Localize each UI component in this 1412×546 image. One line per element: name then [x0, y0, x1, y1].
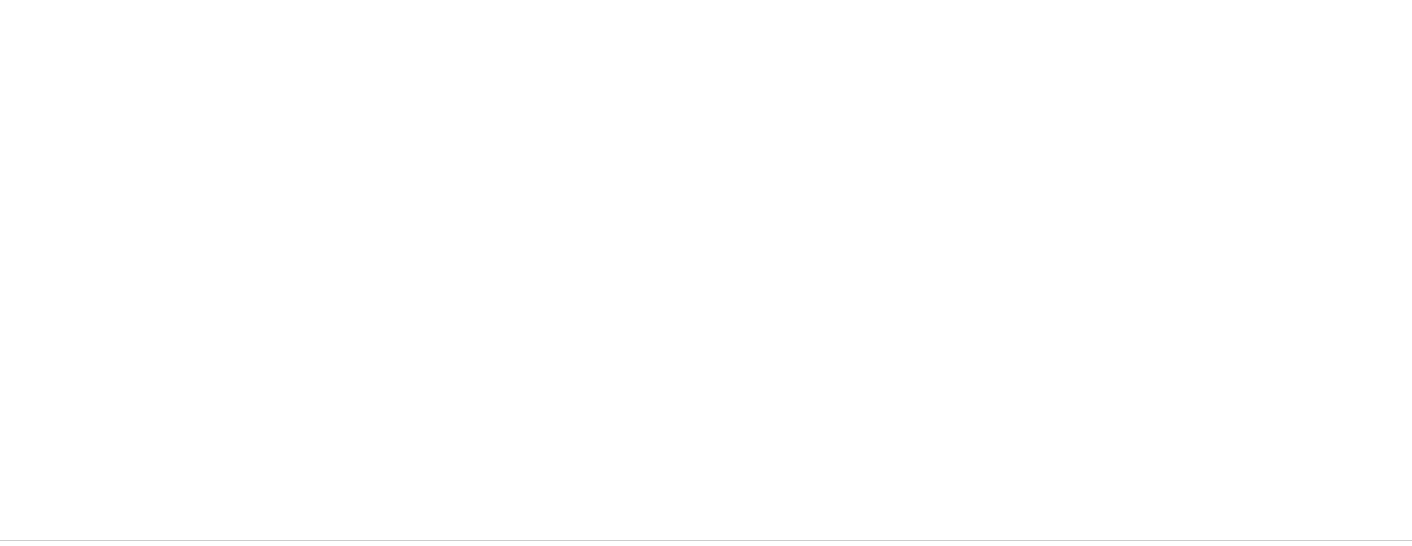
- bottom-divider-bar: [0, 540, 1412, 546]
